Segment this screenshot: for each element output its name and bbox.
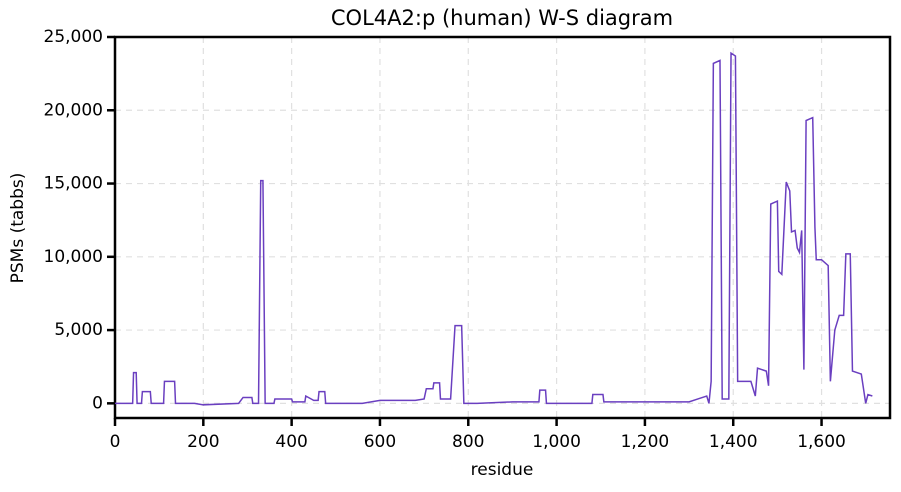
y-tick-label: 0 <box>92 393 103 413</box>
chart-title: COL4A2:p (human) W-S diagram <box>331 6 673 30</box>
y-tick-label: 15,000 <box>44 174 103 194</box>
x-tick-label: 1,400 <box>709 432 758 452</box>
plot-frame <box>113 35 892 420</box>
x-tick-label: 0 <box>110 432 121 452</box>
y-tick-label: 25,000 <box>44 27 103 47</box>
x-tick-label: 1,200 <box>621 432 670 452</box>
y-tick-label: 10,000 <box>44 247 103 267</box>
x-tick-label: 200 <box>187 432 219 452</box>
x-tick-label: 1,600 <box>797 432 846 452</box>
x-tick-label: 800 <box>452 432 484 452</box>
x-tick-label: 400 <box>275 432 307 452</box>
x-tick-label: 1,000 <box>532 432 581 452</box>
y-tick-label: 5,000 <box>54 320 103 340</box>
y-axis-label: PSMs (tabbs) <box>8 173 28 284</box>
x-tick-label: 600 <box>364 432 396 452</box>
x-axis-label: residue <box>471 460 534 480</box>
y-tick-label: 20,000 <box>44 100 103 120</box>
data-line <box>115 51 873 406</box>
